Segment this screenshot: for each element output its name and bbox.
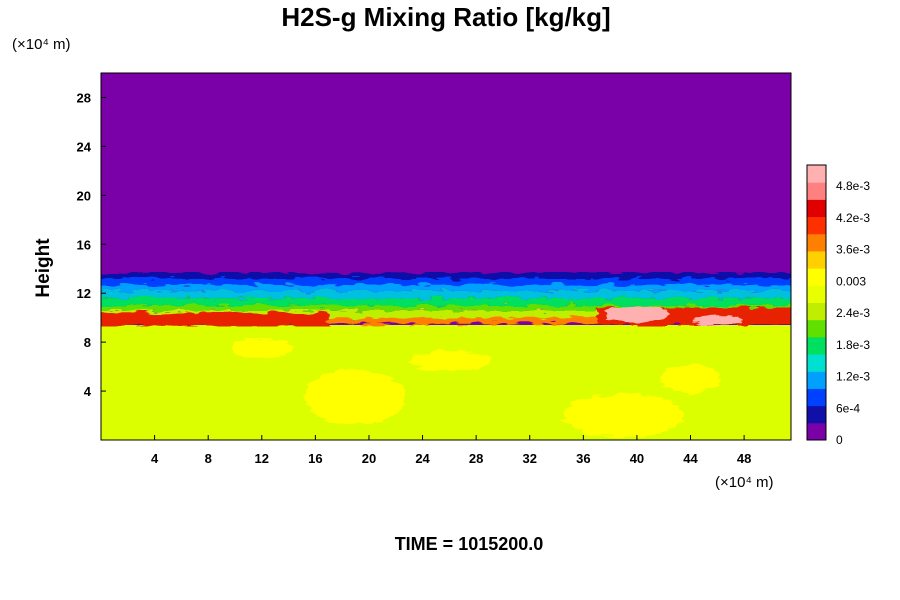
colorbar-segment bbox=[807, 319, 826, 338]
colorbar-tick-label: 0 bbox=[836, 433, 843, 447]
colorbar-segment bbox=[807, 165, 826, 183]
colorbar-segment bbox=[807, 371, 826, 389]
y-tick-label: 8 bbox=[84, 335, 91, 350]
colorbar-segment bbox=[807, 285, 826, 303]
colorbar-segment bbox=[807, 268, 826, 286]
colorbar-tick-label: 3.6e-3 bbox=[836, 243, 870, 257]
transition-band bbox=[101, 310, 791, 321]
x-axis: 4 8 12 16 20 24 28 32 36 40 44 48 bbox=[151, 435, 751, 466]
colorbar-segment bbox=[807, 302, 826, 321]
x-tick-label: 32 bbox=[523, 451, 537, 466]
colorbar-segment bbox=[807, 199, 826, 218]
y-tick-label: 16 bbox=[77, 237, 91, 252]
plot-frame bbox=[100, 72, 792, 441]
colorbar-segment bbox=[807, 388, 826, 407]
lower-layer-patch bbox=[231, 338, 292, 359]
colorbar-ticks: 0 6e-4 1.2e-3 1.8e-3 2.4e-3 0.003 3.6e-3 4.2e-3… bbox=[836, 179, 870, 447]
colorbar-segment bbox=[807, 354, 826, 372]
peak-patch bbox=[691, 315, 744, 326]
y-axis-label: Height bbox=[33, 238, 54, 298]
x-tick-label: 44 bbox=[683, 451, 698, 466]
peak-band-middle bbox=[328, 317, 597, 324]
x-tick-label: 8 bbox=[205, 451, 212, 466]
y-tick-label: 28 bbox=[77, 90, 91, 105]
colorbar-segment bbox=[807, 216, 826, 235]
colorbar-tick-label: 1.8e-3 bbox=[836, 338, 870, 352]
lower-layer-patches bbox=[231, 338, 721, 438]
colorbar-tick-label: 4.8e-3 bbox=[836, 179, 870, 193]
y-tick-label: 12 bbox=[77, 286, 91, 301]
colorbar-tick-label: 0.003 bbox=[836, 274, 866, 288]
y-tick-label: 20 bbox=[77, 188, 91, 203]
colorbar-tick-label: 1.2e-3 bbox=[836, 370, 870, 384]
transition-band bbox=[101, 278, 791, 285]
colorbar-segment bbox=[807, 336, 826, 355]
x-tick-label: 12 bbox=[255, 451, 269, 466]
chart-title: H2S-g Mixing Ratio [kg/kg] bbox=[281, 2, 610, 32]
colorbar-frame bbox=[806, 164, 827, 441]
peak-band-left bbox=[101, 312, 329, 327]
x-tick-label: 28 bbox=[469, 451, 483, 466]
colorbar-tick-label: 2.4e-3 bbox=[836, 306, 870, 320]
transition-band bbox=[101, 305, 791, 311]
colorbar-segment bbox=[807, 405, 826, 424]
heatmap-field bbox=[101, 73, 791, 440]
lower-layer-patch bbox=[563, 393, 684, 438]
colorbar-segment bbox=[807, 250, 826, 269]
lower-layer-patch bbox=[409, 350, 490, 371]
x-tick-label: 36 bbox=[576, 451, 590, 466]
peak-patch bbox=[604, 305, 669, 322]
y-tick-label: 4 bbox=[84, 384, 92, 399]
lower-layer-patch bbox=[660, 364, 721, 393]
colorbar-tick-label: 4.2e-3 bbox=[836, 211, 870, 225]
time-label: TIME = 1015200.0 bbox=[395, 534, 544, 554]
x-tick-label: 16 bbox=[308, 451, 322, 466]
colorbar-segment bbox=[807, 422, 826, 441]
transition-band bbox=[101, 290, 791, 299]
x-axis-unit: (×10⁴ m) bbox=[715, 474, 774, 491]
y-axis: 4 8 12 16 20 24 28 bbox=[77, 90, 106, 399]
region-peak-band bbox=[101, 305, 791, 327]
lower-layer-patch bbox=[305, 369, 406, 426]
colorbar-segment bbox=[807, 233, 826, 252]
x-tick-label: 40 bbox=[630, 451, 644, 466]
x-tick-label: 4 bbox=[151, 451, 159, 466]
x-tick-label: 20 bbox=[362, 451, 376, 466]
y-tick-label: 24 bbox=[77, 139, 92, 154]
region-transition-layer bbox=[101, 272, 791, 321]
transition-band bbox=[101, 284, 791, 291]
y-axis-unit: (×10⁴ m) bbox=[12, 36, 71, 53]
transition-band bbox=[101, 298, 791, 306]
x-tick-label: 48 bbox=[737, 451, 751, 466]
colorbar-tick-label: 6e-4 bbox=[836, 401, 860, 415]
x-tick-label: 24 bbox=[415, 451, 430, 466]
colorbar-segment bbox=[807, 182, 826, 200]
transition-band bbox=[101, 272, 791, 279]
colorbar bbox=[806, 164, 827, 441]
